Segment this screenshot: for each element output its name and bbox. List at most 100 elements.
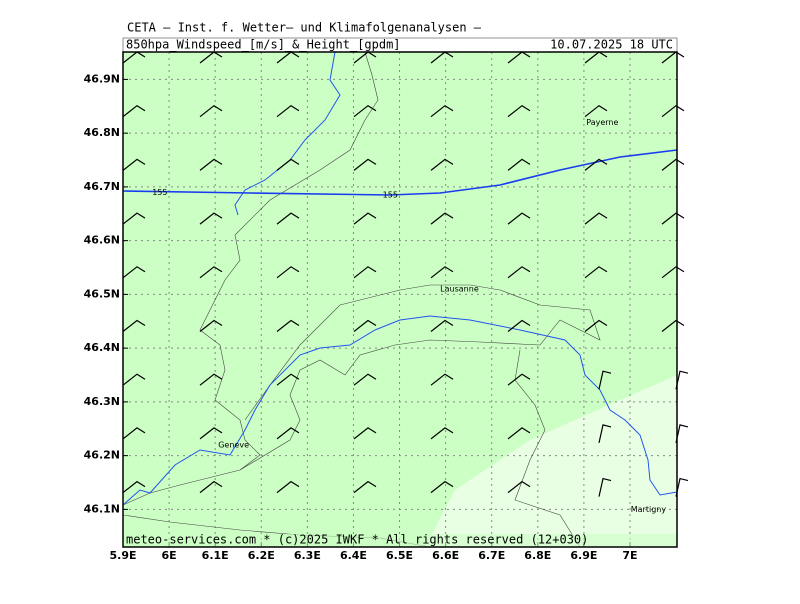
wind-barb xyxy=(122,480,146,494)
wind-barb xyxy=(507,158,531,171)
x-tick-label: 6.5E xyxy=(386,549,413,562)
header-title: CETA — Inst. f. Wetter— und Klimafolgena… xyxy=(127,21,482,35)
y-tick-label: 46.1N xyxy=(84,502,120,515)
x-tick-label: 5.9E xyxy=(109,549,136,562)
wind-barb xyxy=(661,104,685,118)
x-tick-label: 6.9E xyxy=(570,549,597,562)
wind-barb xyxy=(353,373,377,386)
wind-barb xyxy=(584,266,608,279)
wind-barb xyxy=(122,427,146,440)
wind-barb xyxy=(199,104,223,118)
footer-band xyxy=(123,534,677,547)
wind-barb xyxy=(122,319,146,332)
wind-barb xyxy=(353,158,377,171)
y-tick-label: 46.8N xyxy=(84,126,120,139)
wind-barb xyxy=(507,373,531,386)
x-tick-label: 6.4E xyxy=(340,549,367,562)
y-tick-label: 46.7N xyxy=(84,180,120,193)
y-tick-label: 46.5N xyxy=(84,287,120,300)
wind-barb xyxy=(276,104,300,118)
wind-barb xyxy=(276,212,300,225)
wind-barb xyxy=(353,427,377,440)
wind-barb xyxy=(276,266,300,279)
contour-label: 155 xyxy=(152,188,167,197)
footer: meteo-services.com * (c)2025 IWKF * All … xyxy=(126,533,588,547)
wind-barb xyxy=(122,158,146,171)
height-contour xyxy=(122,149,678,196)
x-tick-label: 6.7E xyxy=(478,549,505,562)
x-tick-label: 7E xyxy=(622,549,637,562)
wind-barb xyxy=(661,319,685,332)
wind-barb xyxy=(199,480,223,494)
wind-barb xyxy=(584,104,608,118)
wind-barb xyxy=(353,266,377,279)
wind-barb xyxy=(199,427,223,440)
wind-barb xyxy=(430,158,454,171)
wind-barb xyxy=(122,104,146,118)
wind-barb xyxy=(276,319,300,332)
y-tick-label: 46.6N xyxy=(84,234,120,247)
wind-barb xyxy=(353,212,377,225)
wind-barb xyxy=(199,373,223,386)
wind-barb xyxy=(430,480,454,494)
wind-barb xyxy=(199,266,223,279)
wind-barb xyxy=(675,477,689,497)
wind-barb xyxy=(507,480,531,494)
wind-barb xyxy=(199,212,223,225)
x-tick-label: 6.2E xyxy=(248,549,275,562)
map-frame xyxy=(122,51,678,548)
wind-barb xyxy=(276,373,300,386)
wind-barb xyxy=(507,266,531,279)
y-tick-label: 46.4N xyxy=(84,341,120,354)
wind-barb xyxy=(122,373,146,386)
wind-barb xyxy=(661,266,685,279)
wind-barb xyxy=(675,424,689,444)
wind-barb xyxy=(430,212,454,225)
place-name: Geneve xyxy=(218,440,249,449)
x-tick-label: 6.8E xyxy=(524,549,551,562)
wind-barb xyxy=(430,266,454,279)
place-name: Lausanne xyxy=(440,285,479,294)
place-name: Martigny xyxy=(631,505,667,514)
wind-barb xyxy=(430,104,454,118)
y-tick-label: 46.9N xyxy=(84,72,120,85)
wind-barb xyxy=(276,480,300,494)
wind-barb xyxy=(122,266,146,279)
wind-barb xyxy=(430,319,454,332)
wind-barb xyxy=(199,158,223,171)
place-name: Payerne xyxy=(586,118,618,127)
wind-barb xyxy=(507,104,531,118)
wind-barb xyxy=(661,212,685,225)
wind-barb xyxy=(584,319,608,332)
wind-barb xyxy=(430,427,454,440)
low-wind-area xyxy=(425,375,677,547)
valid-time: 10.07.2025 18 UTC xyxy=(550,38,673,52)
wind-barb xyxy=(598,477,612,497)
wind-barb xyxy=(199,319,223,332)
wind-barb xyxy=(507,212,531,225)
x-tick-label: 6.1E xyxy=(202,549,229,562)
y-tick-label: 46.3N xyxy=(84,395,120,408)
wind-barb xyxy=(598,424,612,444)
field-name: 850hpa_Windspeed_[m/s]_&_Height_[gpdm] xyxy=(126,38,401,52)
wind-barb xyxy=(276,427,300,440)
y-tick-label: 46.2N xyxy=(84,449,120,462)
wind-barb xyxy=(598,370,612,390)
wind-barb xyxy=(276,158,300,171)
wind-barb xyxy=(353,319,377,332)
lakes-rivers xyxy=(122,51,678,506)
wind-barb xyxy=(430,373,454,386)
wind-barb xyxy=(507,427,531,440)
wind-barb xyxy=(122,212,146,225)
wind-barb xyxy=(661,158,685,171)
wind-barb xyxy=(584,212,608,225)
wind-barb xyxy=(584,158,608,171)
wind-barb xyxy=(675,370,689,390)
x-tick-label: 6.3E xyxy=(294,549,321,562)
x-tick-label: 6E xyxy=(162,549,177,562)
wind-barb xyxy=(353,480,377,494)
contour-label: 155 xyxy=(383,190,398,199)
x-tick-label: 6.6E xyxy=(432,549,459,562)
wind-barb xyxy=(507,319,531,332)
